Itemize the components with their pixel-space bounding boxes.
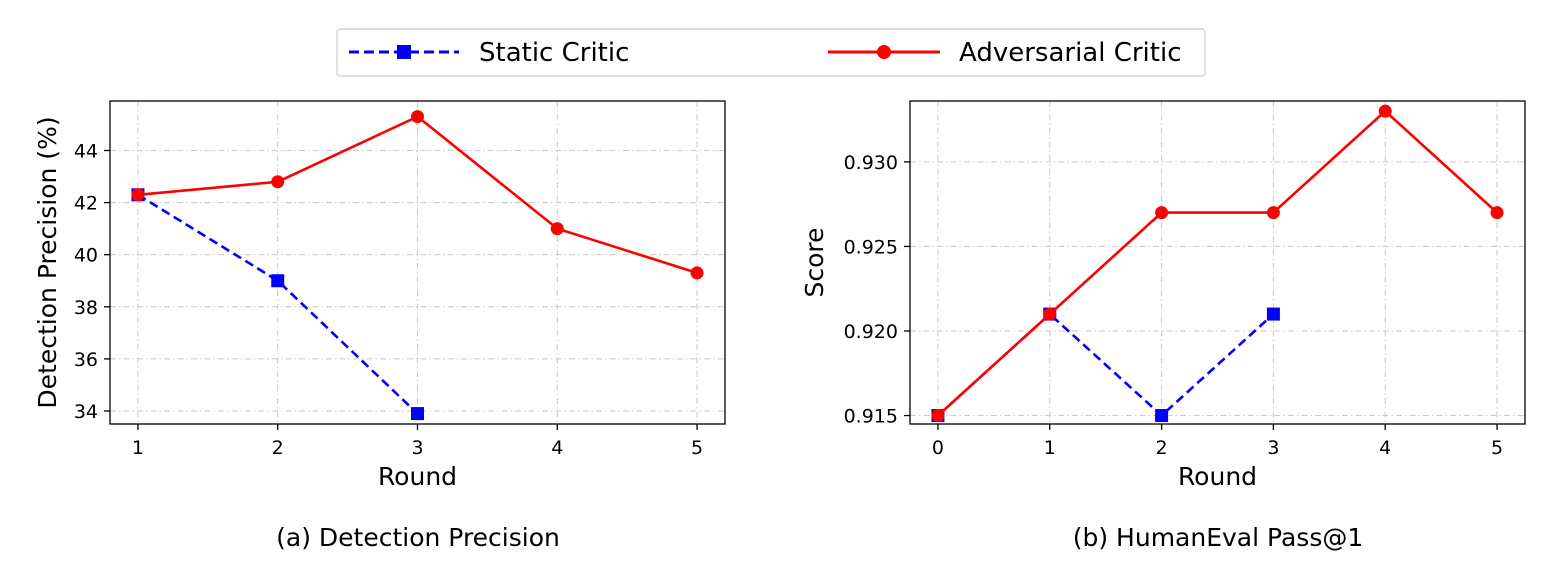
x-axis-title: Round xyxy=(1178,462,1257,491)
x-tick-label: 5 xyxy=(691,437,703,459)
y-tick-label: 44 xyxy=(74,140,98,162)
x-tick-label: 3 xyxy=(411,437,423,459)
x-tick-label: 2 xyxy=(1156,437,1168,459)
adversarial-critic-point xyxy=(1378,104,1392,118)
x-tick-label: 1 xyxy=(132,437,144,459)
y-tick-label: 0.920 xyxy=(844,321,898,343)
panel-caption: (a) Detection Precision xyxy=(276,523,560,552)
static-critic-point xyxy=(411,407,424,421)
y-tick-label: 0.925 xyxy=(844,236,898,258)
adversarial-critic-point xyxy=(1490,206,1504,220)
x-tick-label: 4 xyxy=(1379,437,1391,459)
x-tick-label: 0 xyxy=(932,437,944,459)
legend-static-marker xyxy=(397,45,411,59)
axis-ticks: 0 1 2 3 4 5 0.915 0.920 0.925 0.930 xyxy=(844,152,1503,459)
plot-frame xyxy=(909,100,1526,425)
x-axis-title: Round xyxy=(378,462,457,491)
static-critic-point xyxy=(1155,409,1169,423)
panel-humaneval-pass1: 0 1 2 3 4 5 0.915 0.920 0.925 0.930 Round Score (… xyxy=(800,100,1526,552)
y-tick-label: 40 xyxy=(74,245,98,267)
legend-frame xyxy=(336,28,1206,77)
y-axis-title: Score xyxy=(800,227,829,297)
panel-caption: (b) HumanEval Pass@1 xyxy=(1073,523,1364,552)
y-tick-label: 34 xyxy=(74,401,98,423)
adversarial-critic-point xyxy=(550,222,564,236)
legend-static-label: Static Critic xyxy=(479,38,629,68)
y-tick-label: 36 xyxy=(74,349,98,371)
adversarial-critic-point xyxy=(1266,206,1280,220)
static-critic-point xyxy=(271,274,285,288)
x-tick-label: 3 xyxy=(1267,437,1279,459)
grid-lines xyxy=(910,101,1525,424)
x-tick-label: 5 xyxy=(1491,437,1503,459)
data-series xyxy=(931,104,1504,423)
static-critic-series-line xyxy=(937,312,1275,418)
adversarial-critic-point xyxy=(271,175,285,189)
adversarial-critic-point xyxy=(1155,206,1169,220)
x-tick-label: 1 xyxy=(1044,437,1056,459)
y-tick-label: 0.915 xyxy=(844,406,898,428)
adversarial-critic-point xyxy=(411,110,424,124)
data-series xyxy=(131,110,704,421)
adversarial-critic-point xyxy=(1043,307,1057,321)
adversarial-critic-point xyxy=(131,188,145,202)
y-axis-title: Detection Precision (%) xyxy=(33,116,62,408)
x-tick-label: 2 xyxy=(272,437,284,459)
y-tick-label: 38 xyxy=(74,297,98,319)
legend: Static Critic Adversarial Critic xyxy=(336,28,1206,77)
adversarial-critic-series-line xyxy=(137,115,698,275)
adversarial-critic-series-line xyxy=(937,109,1498,417)
adversarial-critic-point xyxy=(931,409,945,423)
y-tick-label: 42 xyxy=(74,193,98,215)
x-tick-label: 4 xyxy=(551,437,563,459)
grid-lines xyxy=(110,101,725,424)
legend-adversarial-marker xyxy=(877,45,891,59)
static-critic-point xyxy=(1266,307,1280,321)
adversarial-critic-point xyxy=(690,266,704,280)
y-tick-label: 0.930 xyxy=(844,152,898,174)
legend-adversarial-label: Adversarial Critic xyxy=(959,38,1182,68)
